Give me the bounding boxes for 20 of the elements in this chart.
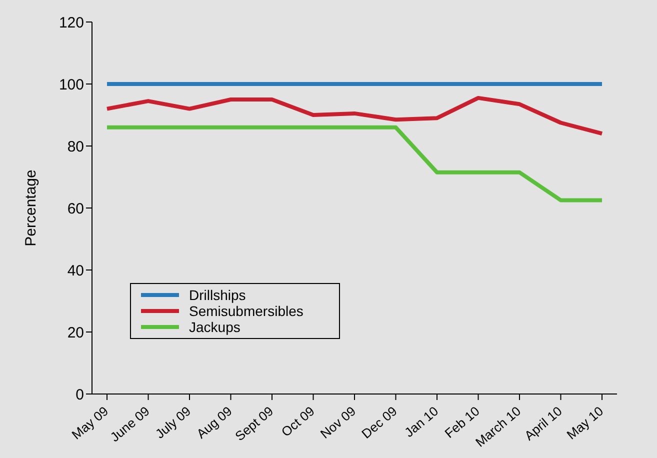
y-tick-label: 120 xyxy=(58,14,84,32)
y-tick-label: 40 xyxy=(67,262,84,280)
y-tick-label: 20 xyxy=(67,324,84,342)
legend-label: Semisubmersibles xyxy=(189,303,304,319)
x-tick-label: July 09 xyxy=(152,403,194,442)
legend-label: Drillships xyxy=(189,287,246,303)
x-tick-label: Oct 09 xyxy=(278,403,318,440)
y-axis-title: Percentage xyxy=(22,170,40,246)
y-tick-label: 100 xyxy=(58,76,84,94)
x-tick-label: Dec 09 xyxy=(358,403,400,442)
x-tick-label: May 10 xyxy=(564,403,606,442)
y-tick-label: 0 xyxy=(76,386,84,404)
y-tick-label: 60 xyxy=(67,200,84,218)
y-tick-label: 80 xyxy=(67,138,84,156)
legend-label: Jackups xyxy=(189,319,240,335)
line-series xyxy=(105,96,604,136)
x-tick-label: Aug 09 xyxy=(194,403,235,442)
x-tick-label: Jan 10 xyxy=(402,403,442,440)
x-tick-label: Nov 09 xyxy=(317,403,359,442)
x-tick-label: Sept 09 xyxy=(232,403,276,444)
